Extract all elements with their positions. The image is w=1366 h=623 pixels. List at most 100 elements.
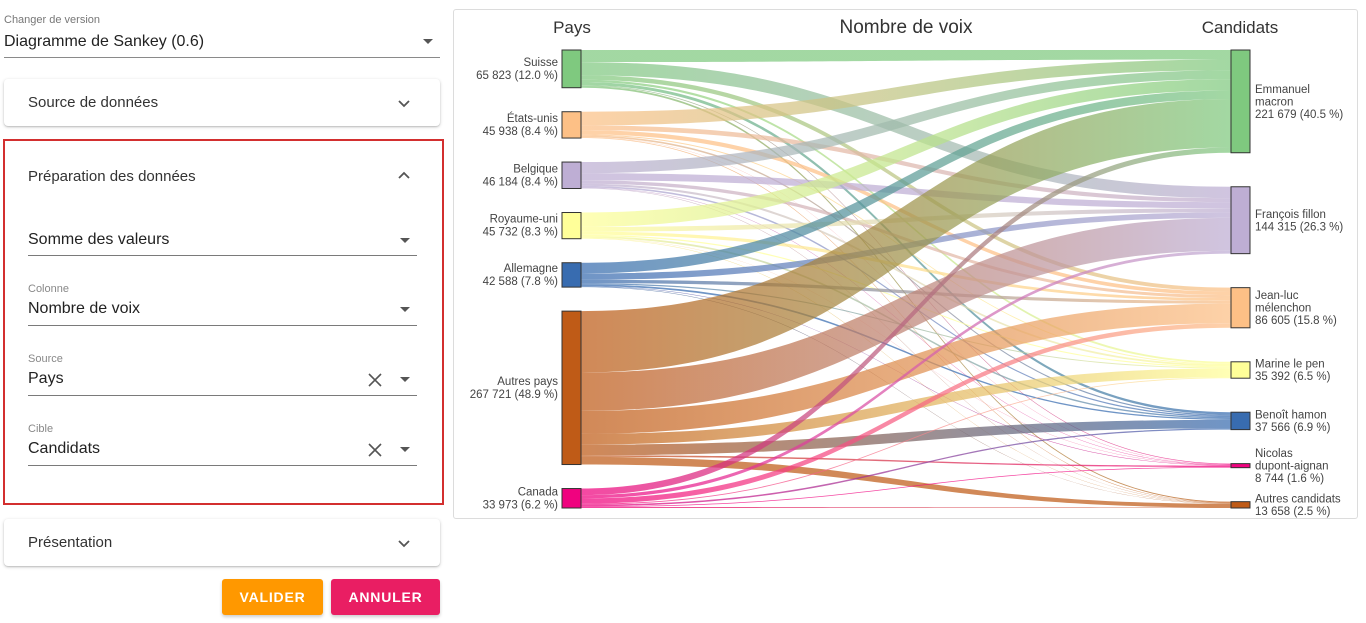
dropdown-arrow-icon[interactable] xyxy=(400,307,410,312)
sankey-link xyxy=(581,173,1231,209)
chevron-up-icon[interactable] xyxy=(396,168,412,184)
target-name-label: Emmanuel xyxy=(1255,84,1310,96)
sankey-link xyxy=(581,323,1231,504)
dropdown-arrow-icon[interactable] xyxy=(400,238,410,243)
version-select[interactable]: Changer de version Diagramme de Sankey (… xyxy=(4,12,440,58)
target-name-label: Benoît hamon xyxy=(1255,410,1327,422)
source-name-label: Royaume-uni xyxy=(490,214,558,226)
sankey-link xyxy=(581,85,1231,503)
target-label: Cible xyxy=(28,423,54,435)
target-node xyxy=(1230,49,1251,154)
source-value-label: 45 732 (8.3 %) xyxy=(483,227,559,239)
source-node xyxy=(561,49,582,89)
sankey-link xyxy=(581,79,1231,227)
target-value: Candidats xyxy=(28,440,101,457)
sankey-link xyxy=(581,507,1231,508)
source-name-label: Suisse xyxy=(523,57,558,69)
target-value-label: 221 679 (40.5 %) xyxy=(1255,109,1343,121)
sankey-link xyxy=(581,286,1231,504)
sankey-link xyxy=(581,147,1231,496)
dropdown-arrow-icon[interactable] xyxy=(400,447,410,452)
source-label: Source xyxy=(28,353,63,365)
source-node xyxy=(561,262,582,288)
source-panel-header[interactable]: Source de données xyxy=(4,79,440,126)
target-name-label: mélenchon xyxy=(1255,303,1311,315)
source-value-label: 33 973 (6.2 %) xyxy=(483,499,559,511)
source-node xyxy=(561,488,582,509)
target-value-label: 86 605 (15.8 %) xyxy=(1255,315,1337,327)
target-value-label: 37 566 (6.9 %) xyxy=(1255,422,1331,434)
version-select-label: Changer de version xyxy=(4,14,101,26)
source-name-label: Autres pays xyxy=(497,376,558,388)
target-node xyxy=(1230,501,1251,509)
clear-icon[interactable] xyxy=(366,371,384,389)
target-value-label: 144 315 (26.3 %) xyxy=(1255,221,1343,233)
dropdown-arrow-icon[interactable] xyxy=(423,39,433,44)
source-name-label: Belgique xyxy=(513,163,558,175)
source-value-label: 45 938 (8.4 %) xyxy=(483,126,559,138)
target-node xyxy=(1230,287,1251,329)
target-value-label: 13 658 (2.5 %) xyxy=(1255,506,1331,518)
version-select-value: Diagramme de Sankey (0.6) xyxy=(4,33,205,50)
sankey-link xyxy=(581,183,1231,367)
clear-icon[interactable] xyxy=(366,441,384,459)
aggregation-value: Somme des valeurs xyxy=(28,231,170,248)
target-name-label: Autres candidats xyxy=(1255,494,1341,506)
validate-button[interactable]: VALIDER xyxy=(222,579,323,615)
sankey-link xyxy=(581,456,1231,508)
sankey-link xyxy=(581,466,1231,508)
chevron-down-icon[interactable] xyxy=(396,535,412,551)
sankey-link xyxy=(581,279,1231,304)
presentation-panel-header[interactable]: Présentation xyxy=(4,519,440,566)
target-name-label: Nicolas xyxy=(1255,448,1293,460)
settings-panel: Changer de version Diagramme de Sankey (… xyxy=(0,0,450,623)
column-select[interactable]: Colonne Nombre de voix xyxy=(28,280,417,326)
column-label: Colonne xyxy=(28,283,69,295)
sankey-link xyxy=(581,62,1231,199)
source-value-label: 42 588 (7.8 %) xyxy=(483,276,559,288)
aggregation-select[interactable]: Somme des valeurs xyxy=(28,221,417,256)
presentation-panel-title: Présentation xyxy=(28,534,113,551)
preparation-panel: Préparation des données Somme des valeur… xyxy=(3,139,444,505)
target-name-label: macron xyxy=(1255,96,1293,108)
sankey-link xyxy=(581,377,1231,505)
sankey-link xyxy=(581,90,1231,274)
target-select[interactable]: Cible Candidats xyxy=(28,420,417,466)
source-name-label: États-unis xyxy=(507,112,558,125)
target-name-label: Jean-luc xyxy=(1255,290,1299,302)
right-header: Candidats xyxy=(1202,18,1279,37)
sankey-link xyxy=(581,99,1231,373)
sankey-link xyxy=(581,250,1231,499)
source-value-label: 267 721 (48.9 %) xyxy=(470,389,558,401)
source-value-label: 65 823 (12.0 %) xyxy=(476,70,558,82)
preparation-panel-title: Préparation des données xyxy=(28,168,196,185)
target-name-label: Marine le pen xyxy=(1255,359,1325,371)
sankey-link xyxy=(581,187,1231,504)
sankey-link xyxy=(581,50,1231,63)
source-node xyxy=(561,161,582,190)
source-name-label: Allemagne xyxy=(504,263,558,275)
sankey-link xyxy=(581,125,1231,203)
source-value-label: 46 184 (8.4 %) xyxy=(483,176,559,188)
chart-title: Nombre de voix xyxy=(839,17,973,38)
source-node xyxy=(561,111,582,139)
sankey-link xyxy=(581,217,1231,411)
source-node xyxy=(561,310,582,466)
target-node xyxy=(1230,411,1251,431)
sankey-link xyxy=(581,70,1231,174)
target-value-label: 8 744 (1.6 %) xyxy=(1255,473,1324,485)
sankey-link xyxy=(581,231,1231,301)
target-node xyxy=(1230,361,1251,379)
chevron-down-icon[interactable] xyxy=(396,95,412,111)
target-node xyxy=(1230,463,1251,469)
dropdown-arrow-icon[interactable] xyxy=(400,377,410,382)
cancel-button[interactable]: ANNULER xyxy=(331,579,440,615)
sankey-link xyxy=(581,284,1231,420)
source-node xyxy=(561,212,582,240)
sankey-link xyxy=(581,303,1231,434)
preparation-panel-header[interactable]: Préparation des données xyxy=(5,141,442,209)
target-node xyxy=(1230,186,1251,255)
source-select[interactable]: Source Pays xyxy=(28,350,417,396)
sankey-link xyxy=(581,455,1231,467)
